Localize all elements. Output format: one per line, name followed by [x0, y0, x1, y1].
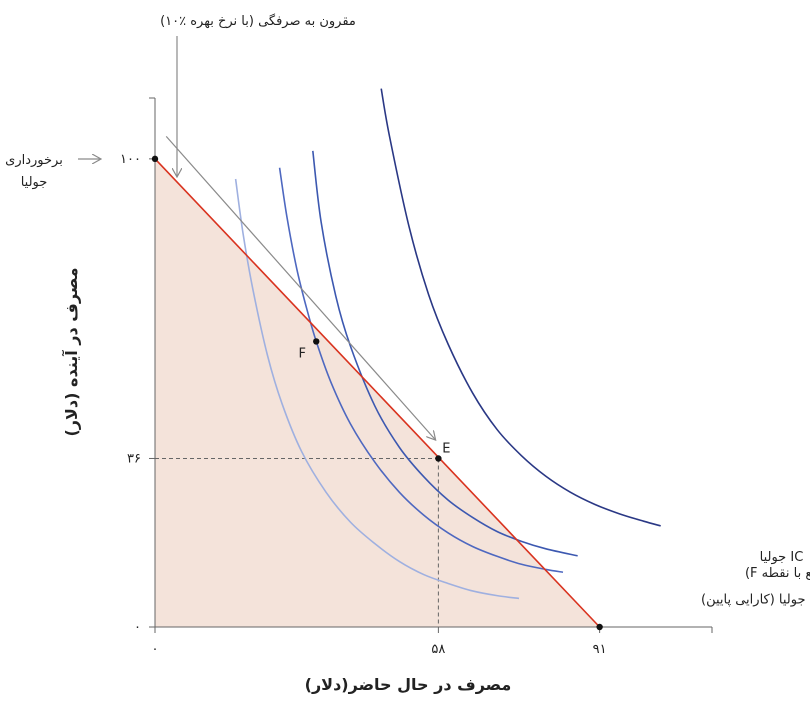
y-tick-label-2: ۱۰۰ [120, 152, 141, 167]
point-F [313, 338, 320, 345]
y-tick-label-0: ۰ [134, 620, 141, 635]
curve-label-2: IC جولیا [760, 550, 804, 565]
x-axis-ticks: ۰ ۵۸ ۹۱ [152, 627, 713, 657]
curve-labels: IC جولیا (کارایی بالا)IC جولیاIC جولیا (… [701, 550, 810, 608]
x-tick-label-1: ۵۸ [431, 642, 445, 657]
point-E [435, 455, 442, 462]
endowment-point [151, 155, 159, 163]
endowment-label-line1: برخورداری [5, 153, 63, 168]
curve-label-3: IC جولیا (در تقاطع با نقطه F) [745, 566, 810, 581]
indifference-curve-4 [234, 178, 520, 600]
chart-points: EF [151, 155, 603, 631]
indifference-curve-1 [380, 88, 661, 527]
savings-line-label: مقرون به صرفگی (با نرخ بهره ٪۱۰) [160, 13, 356, 29]
y-axis-ticks: ۰ ۳۶ ۱۰۰ [120, 97, 155, 635]
budget-line [154, 158, 601, 628]
x-tick-label-0: ۰ [152, 642, 159, 657]
point-label-E: E [442, 441, 450, 456]
curve-label-4: IC جولیا (کارایی پایین) [701, 592, 810, 607]
indifference-curve-2 [312, 150, 578, 557]
point-label-F: F [298, 346, 305, 361]
y-axis-title: مصرف در آینده (دلار) [61, 267, 81, 436]
x-tick-label-2: ۹۱ [593, 642, 607, 657]
savings-line-arrow [165, 135, 435, 439]
y-tick-label-1: ۳۶ [127, 451, 141, 466]
x-axis-title: مصرف در حال حاضر(دلار) [305, 675, 512, 694]
budget-x-intercept-point [596, 623, 603, 631]
endowment-label-line2: جولیا [21, 175, 48, 190]
